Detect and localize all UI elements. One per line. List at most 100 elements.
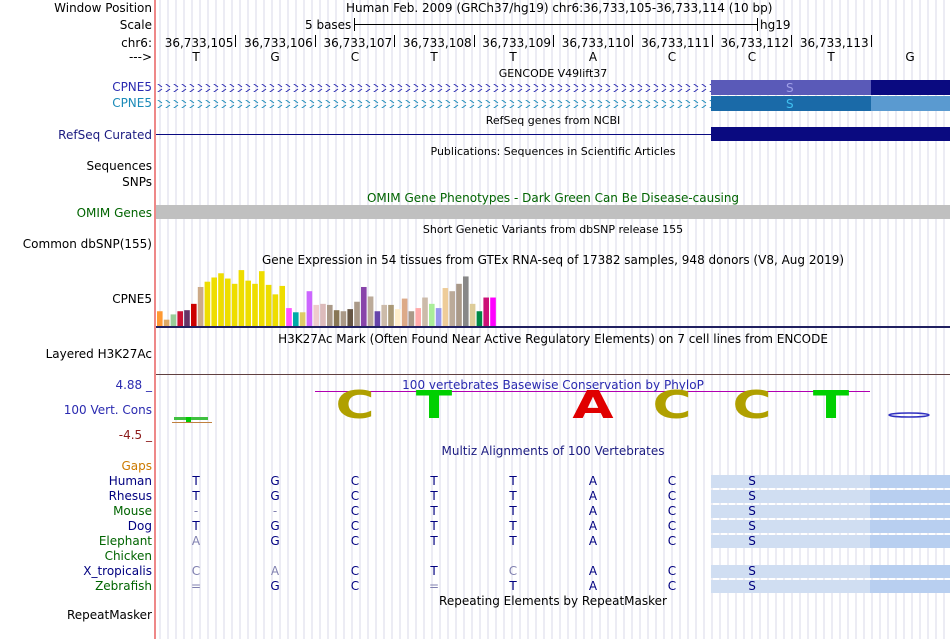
gtex-bar[interactable]: [177, 311, 183, 326]
gtex-bar[interactable]: [327, 304, 333, 326]
gtex-bar[interactable]: [184, 310, 190, 326]
gtex-bar[interactable]: [279, 285, 285, 326]
species-label[interactable]: Elephant: [98, 534, 152, 548]
scale-bar: [354, 24, 757, 25]
species-label[interactable]: Human: [108, 474, 152, 488]
gtex-bar[interactable]: [347, 309, 353, 326]
gtex-bar[interactable]: [429, 303, 435, 326]
gtex-bar[interactable]: [401, 298, 408, 326]
gtex-bar[interactable]: [197, 286, 204, 326]
ruler-position: 36,733,107: [323, 36, 393, 50]
refseq-intron: [156, 134, 711, 135]
gtex-bar[interactable]: [435, 308, 442, 326]
gaps-label[interactable]: Gaps: [121, 459, 152, 473]
species-label[interactable]: Dog: [127, 519, 152, 533]
gtex-bar[interactable]: [231, 283, 238, 326]
gtex-bar[interactable]: [259, 271, 265, 326]
gtex-bar[interactable]: [211, 277, 217, 326]
gtex-bar[interactable]: [483, 297, 489, 326]
gtex-bar[interactable]: [218, 273, 224, 326]
gtex-bar[interactable]: [286, 308, 292, 326]
gtex-bar[interactable]: [272, 294, 279, 326]
alignment-base: C: [350, 474, 360, 488]
gtex-bar[interactable]: [408, 311, 415, 326]
gtex-bar[interactable]: [157, 311, 163, 326]
alignment-block: [711, 490, 870, 503]
alignment-base: S: [748, 579, 756, 593]
conservation-label[interactable]: 100 Vert. Cons: [63, 403, 152, 417]
ruler-tick: [394, 35, 395, 47]
gtex-bar[interactable]: [449, 291, 455, 326]
gtex-bar[interactable]: [204, 281, 211, 326]
dbsnp-label[interactable]: Common dbSNP(155): [22, 237, 152, 251]
gtex-bar[interactable]: [265, 284, 272, 326]
gtex-bar[interactable]: [490, 297, 496, 326]
gtex-bar[interactable]: [306, 291, 313, 326]
alignment-block-utr: [870, 475, 950, 488]
gtex-bar[interactable]: [442, 288, 449, 326]
gtex-baseline: [156, 326, 950, 328]
gtex-bar[interactable]: [422, 297, 428, 326]
alignment-base: S: [748, 474, 756, 488]
gtex-bar[interactable]: [293, 312, 299, 326]
gtex-bar[interactable]: [361, 286, 367, 326]
gtex-bar[interactable]: [456, 283, 462, 326]
refseq-label[interactable]: RefSeq Curated: [58, 128, 152, 142]
gtex-bar[interactable]: [388, 304, 394, 326]
sequences-label[interactable]: Sequences: [86, 159, 152, 173]
h3k27ac-label[interactable]: Layered H3K27Ac: [45, 347, 152, 361]
alignment-base: A: [588, 489, 598, 503]
gtex-bar[interactable]: [395, 309, 401, 326]
alignment-base: C: [667, 504, 677, 518]
window-position-label: Window Position: [54, 1, 152, 15]
alignment-base: C: [350, 579, 360, 593]
species-label[interactable]: Mouse: [113, 504, 152, 518]
ruler-tick: [315, 35, 316, 47]
gtex-bar[interactable]: [469, 303, 476, 326]
gtex-bar[interactable]: [313, 304, 319, 326]
logo-letter: C: [732, 383, 772, 427]
gtex-bar[interactable]: [225, 278, 231, 326]
gtex-bar[interactable]: [170, 314, 177, 326]
gtex-bar[interactable]: [340, 311, 347, 326]
gencode-track-label-2[interactable]: CPNE5: [112, 96, 152, 110]
gtex-bar[interactable]: [191, 303, 197, 326]
species-label[interactable]: X_tropicalis: [83, 564, 152, 578]
gtex-bar[interactable]: [374, 311, 381, 326]
gtex-bar[interactable]: [354, 301, 360, 326]
gtex-bar[interactable]: [415, 308, 421, 326]
omim-feature[interactable]: [156, 205, 950, 219]
gtex-bar[interactable]: [299, 312, 306, 326]
alignment-base: =: [190, 579, 202, 593]
base-letter: T: [192, 50, 200, 64]
gencode-track-label-1[interactable]: CPNE5: [112, 80, 152, 94]
species-label[interactable]: Chicken: [104, 549, 152, 563]
alignment-base: G: [270, 489, 280, 503]
snps-label[interactable]: SNPs: [122, 175, 152, 189]
gtex-expression-chart[interactable]: [156, 268, 950, 329]
omim-label[interactable]: OMIM Genes: [76, 206, 152, 220]
gtex-bar[interactable]: [476, 311, 483, 326]
gtex-bar[interactable]: [463, 276, 469, 326]
logo-letter: C: [652, 383, 692, 427]
alignment-base: T: [509, 519, 517, 533]
gtex-label[interactable]: CPNE5: [112, 292, 152, 306]
repeatmasker-label[interactable]: RepeatMasker: [66, 608, 152, 622]
refseq-exon[interactable]: [711, 127, 950, 141]
gtex-bar[interactable]: [163, 319, 170, 326]
gtex-bar[interactable]: [320, 303, 326, 326]
gtex-bar[interactable]: [238, 270, 245, 326]
alignment-base: C: [508, 564, 518, 578]
alignment-base: S: [748, 519, 756, 533]
alignment-base: T: [430, 504, 438, 518]
species-label[interactable]: Rhesus: [108, 489, 152, 503]
gencode-gene-models[interactable]: [156, 80, 950, 112]
gtex-bar[interactable]: [252, 283, 258, 326]
alignment-base: G: [270, 579, 280, 593]
gtex-bar[interactable]: [245, 280, 251, 326]
gtex-bar[interactable]: [333, 310, 340, 326]
conservation-ymin: -4.5 _: [118, 428, 152, 442]
species-label[interactable]: Zebrafish: [95, 579, 152, 593]
gtex-bar[interactable]: [367, 296, 374, 326]
gtex-bar[interactable]: [381, 304, 387, 326]
